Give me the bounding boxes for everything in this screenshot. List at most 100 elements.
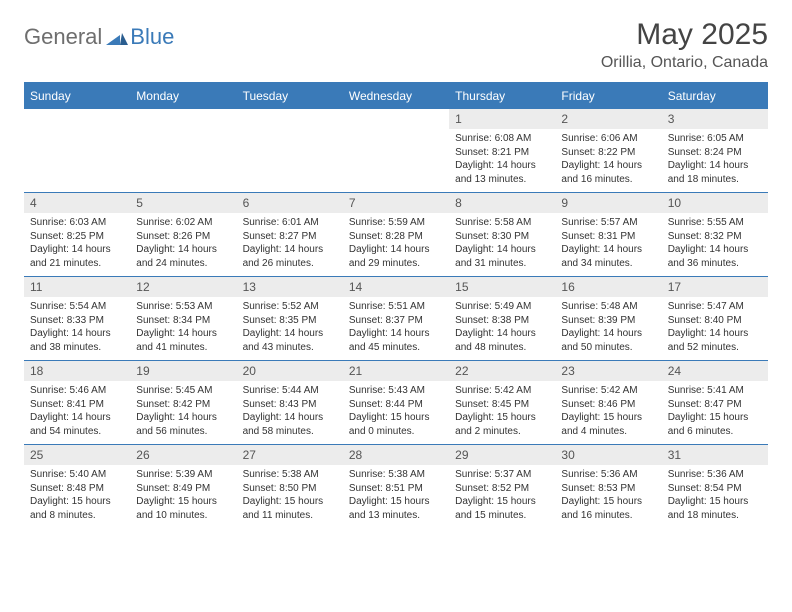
sunrise-text: Sunrise: 5:55 AM <box>668 216 762 230</box>
sunrise-text: Sunrise: 5:42 AM <box>455 384 549 398</box>
detail-row: Sunrise: 6:08 AMSunset: 8:21 PMDaylight:… <box>24 129 768 192</box>
day-number: 5 <box>130 192 236 213</box>
day-details: Sunrise: 5:42 AMSunset: 8:46 PMDaylight:… <box>555 381 661 444</box>
sunset-text: Sunset: 8:34 PM <box>136 314 230 328</box>
day-details: Sunrise: 6:03 AMSunset: 8:25 PMDaylight:… <box>24 213 130 276</box>
daylight-line2: and 10 minutes. <box>136 509 230 523</box>
day-number: 8 <box>449 192 555 213</box>
sunrise-text: Sunrise: 5:39 AM <box>136 468 230 482</box>
day-number: 28 <box>343 444 449 465</box>
day-number: 30 <box>555 444 661 465</box>
day-details: Sunrise: 5:37 AMSunset: 8:52 PMDaylight:… <box>449 465 555 528</box>
daylight-line1: Daylight: 14 hours <box>455 327 549 341</box>
sunrise-text: Sunrise: 5:43 AM <box>349 384 443 398</box>
day-details: Sunrise: 6:05 AMSunset: 8:24 PMDaylight:… <box>662 129 768 192</box>
daylight-line1: Daylight: 15 hours <box>668 411 762 425</box>
day-details: Sunrise: 5:38 AMSunset: 8:50 PMDaylight:… <box>237 465 343 528</box>
sunset-text: Sunset: 8:21 PM <box>455 146 549 160</box>
logo-text-blue: Blue <box>130 24 174 50</box>
day-number: 3 <box>662 108 768 129</box>
sunset-text: Sunset: 8:22 PM <box>561 146 655 160</box>
sunrise-text: Sunrise: 6:03 AM <box>30 216 124 230</box>
daylight-line2: and 21 minutes. <box>30 257 124 271</box>
day-number: 6 <box>237 192 343 213</box>
weekday-header: Tuesday <box>237 84 343 108</box>
sunrise-text: Sunrise: 5:51 AM <box>349 300 443 314</box>
logo-text-general: General <box>24 24 102 50</box>
day-number: 29 <box>449 444 555 465</box>
sunset-text: Sunset: 8:24 PM <box>668 146 762 160</box>
day-details: Sunrise: 5:58 AMSunset: 8:30 PMDaylight:… <box>449 213 555 276</box>
sunrise-text: Sunrise: 5:54 AM <box>30 300 124 314</box>
sunrise-text: Sunrise: 5:46 AM <box>30 384 124 398</box>
day-details <box>130 129 236 192</box>
daylight-line1: Daylight: 14 hours <box>243 327 337 341</box>
daylight-line2: and 38 minutes. <box>30 341 124 355</box>
daylight-line1: Daylight: 14 hours <box>668 159 762 173</box>
sunset-text: Sunset: 8:26 PM <box>136 230 230 244</box>
day-details: Sunrise: 5:36 AMSunset: 8:53 PMDaylight:… <box>555 465 661 528</box>
day-number: 13 <box>237 276 343 297</box>
weekday-header: Monday <box>130 84 236 108</box>
day-number: 25 <box>24 444 130 465</box>
sunrise-text: Sunrise: 6:01 AM <box>243 216 337 230</box>
sunset-text: Sunset: 8:37 PM <box>349 314 443 328</box>
daylight-line2: and 18 minutes. <box>668 173 762 187</box>
daylight-line1: Daylight: 15 hours <box>668 495 762 509</box>
daylight-line2: and 31 minutes. <box>455 257 549 271</box>
day-number: 18 <box>24 360 130 381</box>
daylight-line2: and 52 minutes. <box>668 341 762 355</box>
daynum-row: 45678910 <box>24 192 768 213</box>
daylight-line2: and 50 minutes. <box>561 341 655 355</box>
daylight-line1: Daylight: 15 hours <box>561 411 655 425</box>
day-details: Sunrise: 5:39 AMSunset: 8:49 PMDaylight:… <box>130 465 236 528</box>
daylight-line1: Daylight: 14 hours <box>349 243 443 257</box>
daylight-line1: Daylight: 14 hours <box>561 327 655 341</box>
daylight-line2: and 34 minutes. <box>561 257 655 271</box>
daylight-line1: Daylight: 14 hours <box>668 243 762 257</box>
sunset-text: Sunset: 8:39 PM <box>561 314 655 328</box>
daylight-line1: Daylight: 14 hours <box>30 243 124 257</box>
daylight-line2: and 2 minutes. <box>455 425 549 439</box>
day-details: Sunrise: 6:08 AMSunset: 8:21 PMDaylight:… <box>449 129 555 192</box>
daynum-row: 25262728293031 <box>24 444 768 465</box>
daylight-line1: Daylight: 14 hours <box>30 327 124 341</box>
day-number: 21 <box>343 360 449 381</box>
daynum-row: 11121314151617 <box>24 276 768 297</box>
daylight-line1: Daylight: 14 hours <box>561 159 655 173</box>
sunrise-text: Sunrise: 5:57 AM <box>561 216 655 230</box>
sunset-text: Sunset: 8:43 PM <box>243 398 337 412</box>
day-details: Sunrise: 5:38 AMSunset: 8:51 PMDaylight:… <box>343 465 449 528</box>
day-number: 11 <box>24 276 130 297</box>
daylight-line1: Daylight: 15 hours <box>243 495 337 509</box>
daylight-line1: Daylight: 14 hours <box>455 159 549 173</box>
daylight-line2: and 43 minutes. <box>243 341 337 355</box>
location-label: Orillia, Ontario, Canada <box>601 54 768 72</box>
day-number <box>24 108 130 129</box>
sunrise-text: Sunrise: 5:58 AM <box>455 216 549 230</box>
sunrise-text: Sunrise: 5:53 AM <box>136 300 230 314</box>
sunset-text: Sunset: 8:45 PM <box>455 398 549 412</box>
day-number: 26 <box>130 444 236 465</box>
daylight-line2: and 48 minutes. <box>455 341 549 355</box>
sunset-text: Sunset: 8:35 PM <box>243 314 337 328</box>
header: General Blue May 2025 Orillia, Ontario, … <box>24 18 768 72</box>
sunset-text: Sunset: 8:51 PM <box>349 482 443 496</box>
day-number: 31 <box>662 444 768 465</box>
daylight-line1: Daylight: 15 hours <box>455 495 549 509</box>
sunset-text: Sunset: 8:25 PM <box>30 230 124 244</box>
sunset-text: Sunset: 8:28 PM <box>349 230 443 244</box>
day-details: Sunrise: 5:46 AMSunset: 8:41 PMDaylight:… <box>24 381 130 444</box>
daylight-line1: Daylight: 14 hours <box>30 411 124 425</box>
sunrise-text: Sunrise: 6:05 AM <box>668 132 762 146</box>
daylight-line2: and 41 minutes. <box>136 341 230 355</box>
day-number: 27 <box>237 444 343 465</box>
daylight-line1: Daylight: 14 hours <box>243 243 337 257</box>
title-block: May 2025 Orillia, Ontario, Canada <box>601 18 768 72</box>
sunset-text: Sunset: 8:49 PM <box>136 482 230 496</box>
sunset-text: Sunset: 8:27 PM <box>243 230 337 244</box>
weekday-header: Wednesday <box>343 84 449 108</box>
calendar: Sunday Monday Tuesday Wednesday Thursday… <box>24 82 768 528</box>
logo: General Blue <box>24 18 174 50</box>
day-number: 7 <box>343 192 449 213</box>
